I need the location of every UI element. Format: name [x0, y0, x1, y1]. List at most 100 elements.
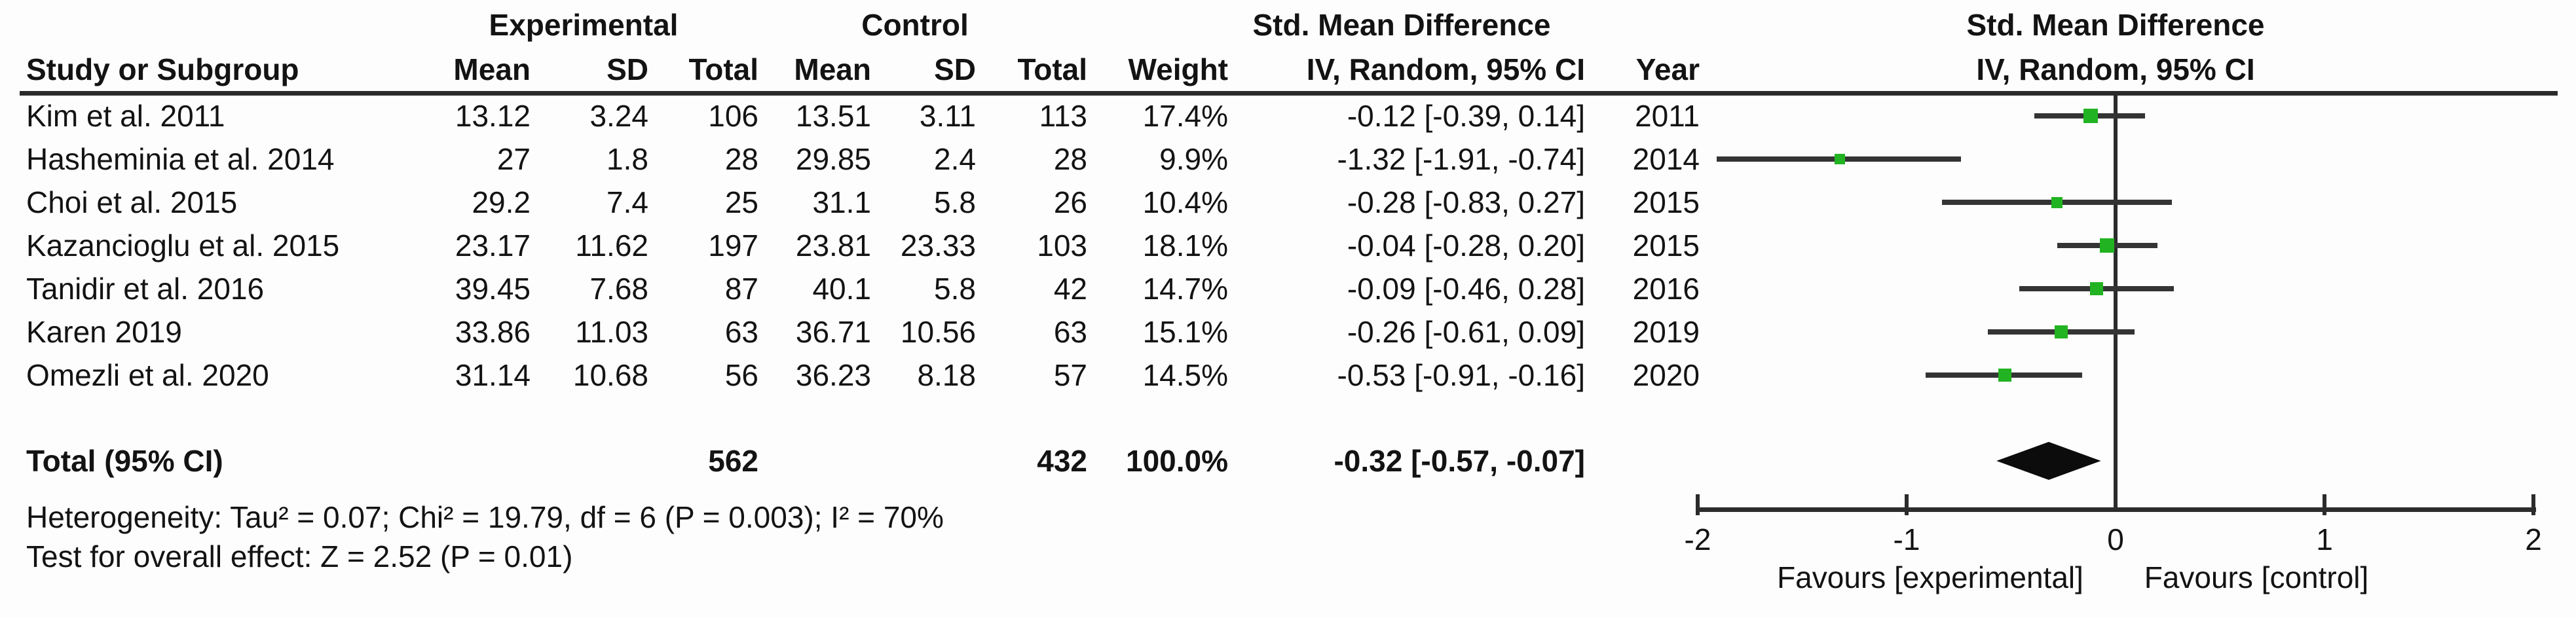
- control-sd: 2.4: [934, 142, 976, 176]
- study-row: Karen 2019 33.86 11.03 63 36.71 10.56 63 15.1% -…: [0, 310, 2576, 354]
- col-header-total-control: Total: [1017, 52, 1087, 86]
- control-total: 26: [1053, 185, 1087, 219]
- control-total: 113: [1039, 99, 1087, 133]
- experimental-mean: 29.2: [472, 185, 531, 219]
- control-mean: 29.85: [795, 142, 871, 176]
- study-name: Karen 2019: [26, 315, 182, 349]
- smd-ci-text: -0.28 [-0.83, 0.27]: [1347, 185, 1585, 219]
- favours-experimental-label: Favours [experimental]: [1777, 560, 2083, 594]
- study-row: Tanidir et al. 2016 39.45 7.68 87 40.1 5.8 42 1…: [0, 267, 2576, 310]
- col-header-weight: Weight: [1128, 52, 1228, 86]
- weight-value: 17.4%: [1142, 99, 1228, 133]
- axis-tick-label: 2: [2525, 522, 2542, 556]
- study-row: Kazancioglu et al. 2015 23.17 11.62 197 23.8…: [0, 224, 2576, 267]
- study-row: Choi et al. 2015 29.2 7.4 25 31.1 5.8 26 10.4% -…: [0, 181, 2576, 224]
- weight-value: 14.7%: [1142, 272, 1228, 306]
- effect-size-square: [2083, 109, 2098, 123]
- smd-ci-text: -1.32 [-1.91, -0.74]: [1337, 142, 1585, 176]
- experimental-mean: 39.45: [455, 272, 531, 306]
- experimental-total: 63: [724, 315, 758, 349]
- control-mean: 36.23: [795, 358, 871, 392]
- col-header-sd-experimental: SD: [607, 52, 648, 86]
- study-name: Kazancioglu et al. 2015: [26, 228, 340, 263]
- axis-tick: [1905, 494, 1909, 515]
- control-sd: 10.56: [900, 315, 976, 349]
- total-row: Total (95% CI) 562 432 100.0% -0.32 [-0.…: [0, 439, 2576, 482]
- study-row: Kim et al. 2011 13.12 3.24 106 13.51 3.11 113 1…: [0, 94, 2576, 137]
- smd-ci-text: -0.09 [-0.46, 0.28]: [1347, 272, 1585, 306]
- header-divider-line: [20, 91, 2558, 96]
- smd-ci-text: -0.12 [-0.39, 0.14]: [1347, 99, 1585, 133]
- zero-reference-line: [2114, 94, 2118, 512]
- experimental-sd: 11.03: [575, 315, 648, 349]
- study-name: Tanidir et al. 2016: [26, 272, 265, 306]
- axis-tick-label: 1: [2316, 522, 2333, 556]
- effect-size-square: [1998, 369, 2011, 382]
- control-total: 103: [1037, 228, 1087, 263]
- control-total: 42: [1053, 272, 1087, 306]
- experimental-sd: 3.24: [589, 99, 648, 133]
- control-mean: 23.81: [795, 228, 871, 263]
- year-value: 2015: [1632, 185, 1700, 219]
- experimental-sd: 1.8: [607, 142, 648, 176]
- year-value: 2020: [1632, 358, 1700, 392]
- smd-ci-text: -0.53 [-0.91, -0.16]: [1337, 358, 1585, 392]
- experimental-mean: 31.14: [455, 358, 531, 392]
- control-total: 28: [1053, 142, 1087, 176]
- experimental-mean: 27: [496, 142, 531, 176]
- year-value: 2016: [1632, 272, 1700, 306]
- study-name: Omezli et al. 2020: [26, 358, 269, 392]
- axis-tick: [1696, 494, 1700, 515]
- weight-value: 18.1%: [1142, 228, 1228, 263]
- weight-value: 15.1%: [1142, 315, 1228, 349]
- header-group-row: Experimental Control Std. Mean Differenc…: [0, 5, 2576, 45]
- col-header-total-experimental: Total: [688, 52, 758, 86]
- col-header-mean-experimental: Mean: [453, 52, 531, 86]
- study-row: Hasheminia et al. 2014 27 1.8 28 29.85 2.4 28 9…: [0, 137, 2576, 181]
- overall-effect-test: Test for overall effect: Z = 2.52 (P = 0…: [26, 539, 573, 573]
- experimental-sd: 7.68: [589, 272, 648, 306]
- col-header-mean-control: Mean: [794, 52, 871, 86]
- effect-size-square: [2100, 238, 2114, 253]
- total-control-n: 432: [1037, 444, 1087, 478]
- experimental-sd: 11.62: [575, 228, 648, 263]
- total-experimental-n: 562: [708, 444, 758, 478]
- year-value: 2015: [1632, 228, 1700, 263]
- control-sd: 5.8: [934, 185, 976, 219]
- experimental-mean: 13.12: [455, 99, 531, 133]
- axis-tick-label: -2: [1684, 522, 1711, 556]
- control-sd: 3.11: [919, 99, 976, 133]
- study-name: Kim et al. 2011: [26, 99, 225, 133]
- header-control-group: Control: [861, 8, 969, 42]
- col-header-study: Study or Subgroup: [26, 52, 299, 86]
- weight-value: 9.9%: [1159, 142, 1228, 176]
- col-header-iv-ci-plot: IV, Random, 95% CI: [1976, 52, 2255, 86]
- effect-size-square: [2055, 325, 2068, 338]
- experimental-total: 56: [724, 358, 758, 392]
- year-value: 2011: [1635, 99, 1700, 133]
- x-axis-line: [1696, 507, 2536, 512]
- study-row: Omezli et al. 2020 31.14 10.68 56 36.23 8.18 5…: [0, 354, 2576, 397]
- experimental-total: 197: [708, 228, 758, 263]
- control-sd: 8.18: [917, 358, 976, 392]
- smd-ci-text: -0.04 [-0.28, 0.20]: [1347, 228, 1585, 263]
- year-value: 2014: [1632, 142, 1700, 176]
- experimental-total: 28: [724, 142, 758, 176]
- control-mean: 13.51: [795, 99, 871, 133]
- axis-tick: [2323, 494, 2326, 515]
- effect-size-square: [2051, 197, 2063, 208]
- experimental-total: 106: [708, 99, 758, 133]
- control-total: 63: [1053, 315, 1087, 349]
- control-sd: 23.33: [900, 228, 976, 263]
- experimental-sd: 7.4: [607, 185, 648, 219]
- control-mean: 40.1: [812, 272, 871, 306]
- effect-size-square: [2090, 282, 2103, 295]
- axis-tick-label: 0: [2107, 522, 2124, 556]
- effect-size-square: [1835, 154, 1845, 164]
- header-experimental-group: Experimental: [489, 8, 679, 42]
- study-name: Hasheminia et al. 2014: [26, 142, 335, 176]
- year-value: 2019: [1632, 315, 1700, 349]
- total-weight: 100.0%: [1125, 444, 1228, 478]
- axis-tick-label: -1: [1893, 522, 1920, 556]
- experimental-total: 87: [724, 272, 758, 306]
